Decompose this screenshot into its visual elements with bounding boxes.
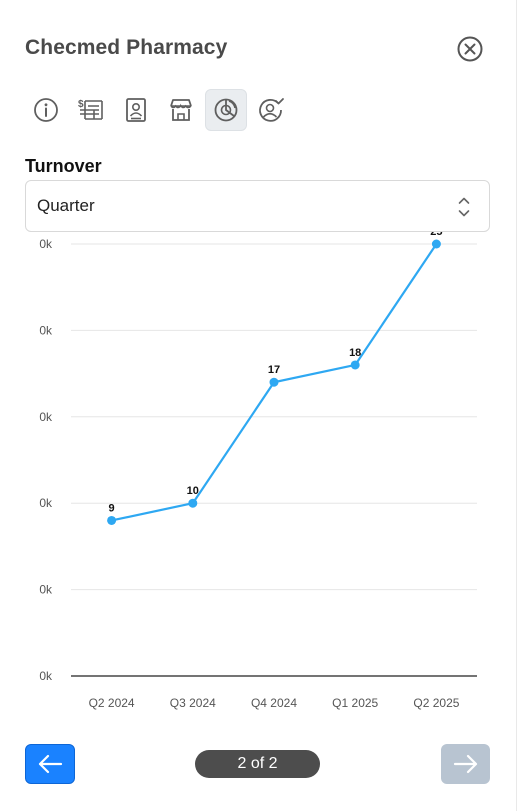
x-tick-label: Q1 2025 — [332, 696, 378, 710]
x-tick-label: Q4 2024 — [251, 696, 297, 710]
tab-store[interactable] — [160, 89, 202, 131]
period-select-value: Quarter — [37, 196, 95, 215]
svg-text:$: $ — [78, 99, 84, 110]
data-label: 25 — [430, 232, 442, 238]
data-point — [431, 239, 441, 249]
pagination-indicator: 2 of 2 — [195, 750, 320, 778]
x-tick-label: Q2 2025 — [413, 696, 459, 710]
page-title: Checmed Pharmacy — [25, 36, 228, 59]
data-label: 18 — [349, 347, 361, 359]
tab-price-list[interactable]: $ — [70, 89, 112, 131]
tab-turnover[interactable] — [205, 89, 247, 131]
close-button[interactable] — [456, 35, 484, 63]
y-tick-label: 0k — [39, 496, 53, 510]
user-check-icon — [259, 98, 284, 122]
tab-info[interactable] — [25, 89, 67, 131]
chevron-up-down-icon — [458, 197, 470, 217]
data-point — [188, 498, 198, 508]
store-icon — [170, 99, 192, 121]
y-tick-label: 0k — [39, 237, 53, 251]
panel-edge-divider — [516, 0, 517, 811]
data-point — [107, 515, 117, 525]
data-point — [269, 377, 279, 387]
y-tick-label: 0k — [39, 669, 53, 683]
turnover-heading: Turnover — [25, 156, 102, 176]
period-select[interactable]: Quarter — [25, 180, 490, 232]
info-icon — [34, 98, 58, 122]
tab-account-manager[interactable] — [250, 89, 292, 131]
pie-chart-icon — [214, 98, 238, 122]
contact-card-icon — [126, 98, 146, 122]
arrow-left-icon — [38, 754, 63, 774]
y-tick-label: 0k — [39, 583, 53, 597]
turnover-line-chart: 0k 0k 0k 0k 0k 0k Q2 2024 Q3 2024 Q4 2024 Q1 2025… — [39, 232, 477, 710]
data-label: 10 — [187, 485, 199, 497]
price-list-icon: $ — [78, 99, 103, 120]
y-tick-label: 0k — [39, 323, 53, 337]
close-circle-icon — [457, 36, 483, 62]
data-point — [350, 360, 360, 370]
x-tick-label: Q3 2024 — [170, 696, 216, 710]
tab-contacts[interactable] — [115, 89, 157, 131]
next-button[interactable] — [441, 744, 490, 784]
data-label: 17 — [268, 364, 280, 376]
detail-tabs: $ — [25, 89, 292, 132]
arrow-right-icon — [453, 754, 477, 774]
x-tick-label: Q2 2024 — [89, 696, 135, 710]
data-label: 9 — [109, 502, 115, 514]
y-tick-label: 0k — [39, 410, 53, 424]
previous-button[interactable] — [25, 744, 75, 784]
